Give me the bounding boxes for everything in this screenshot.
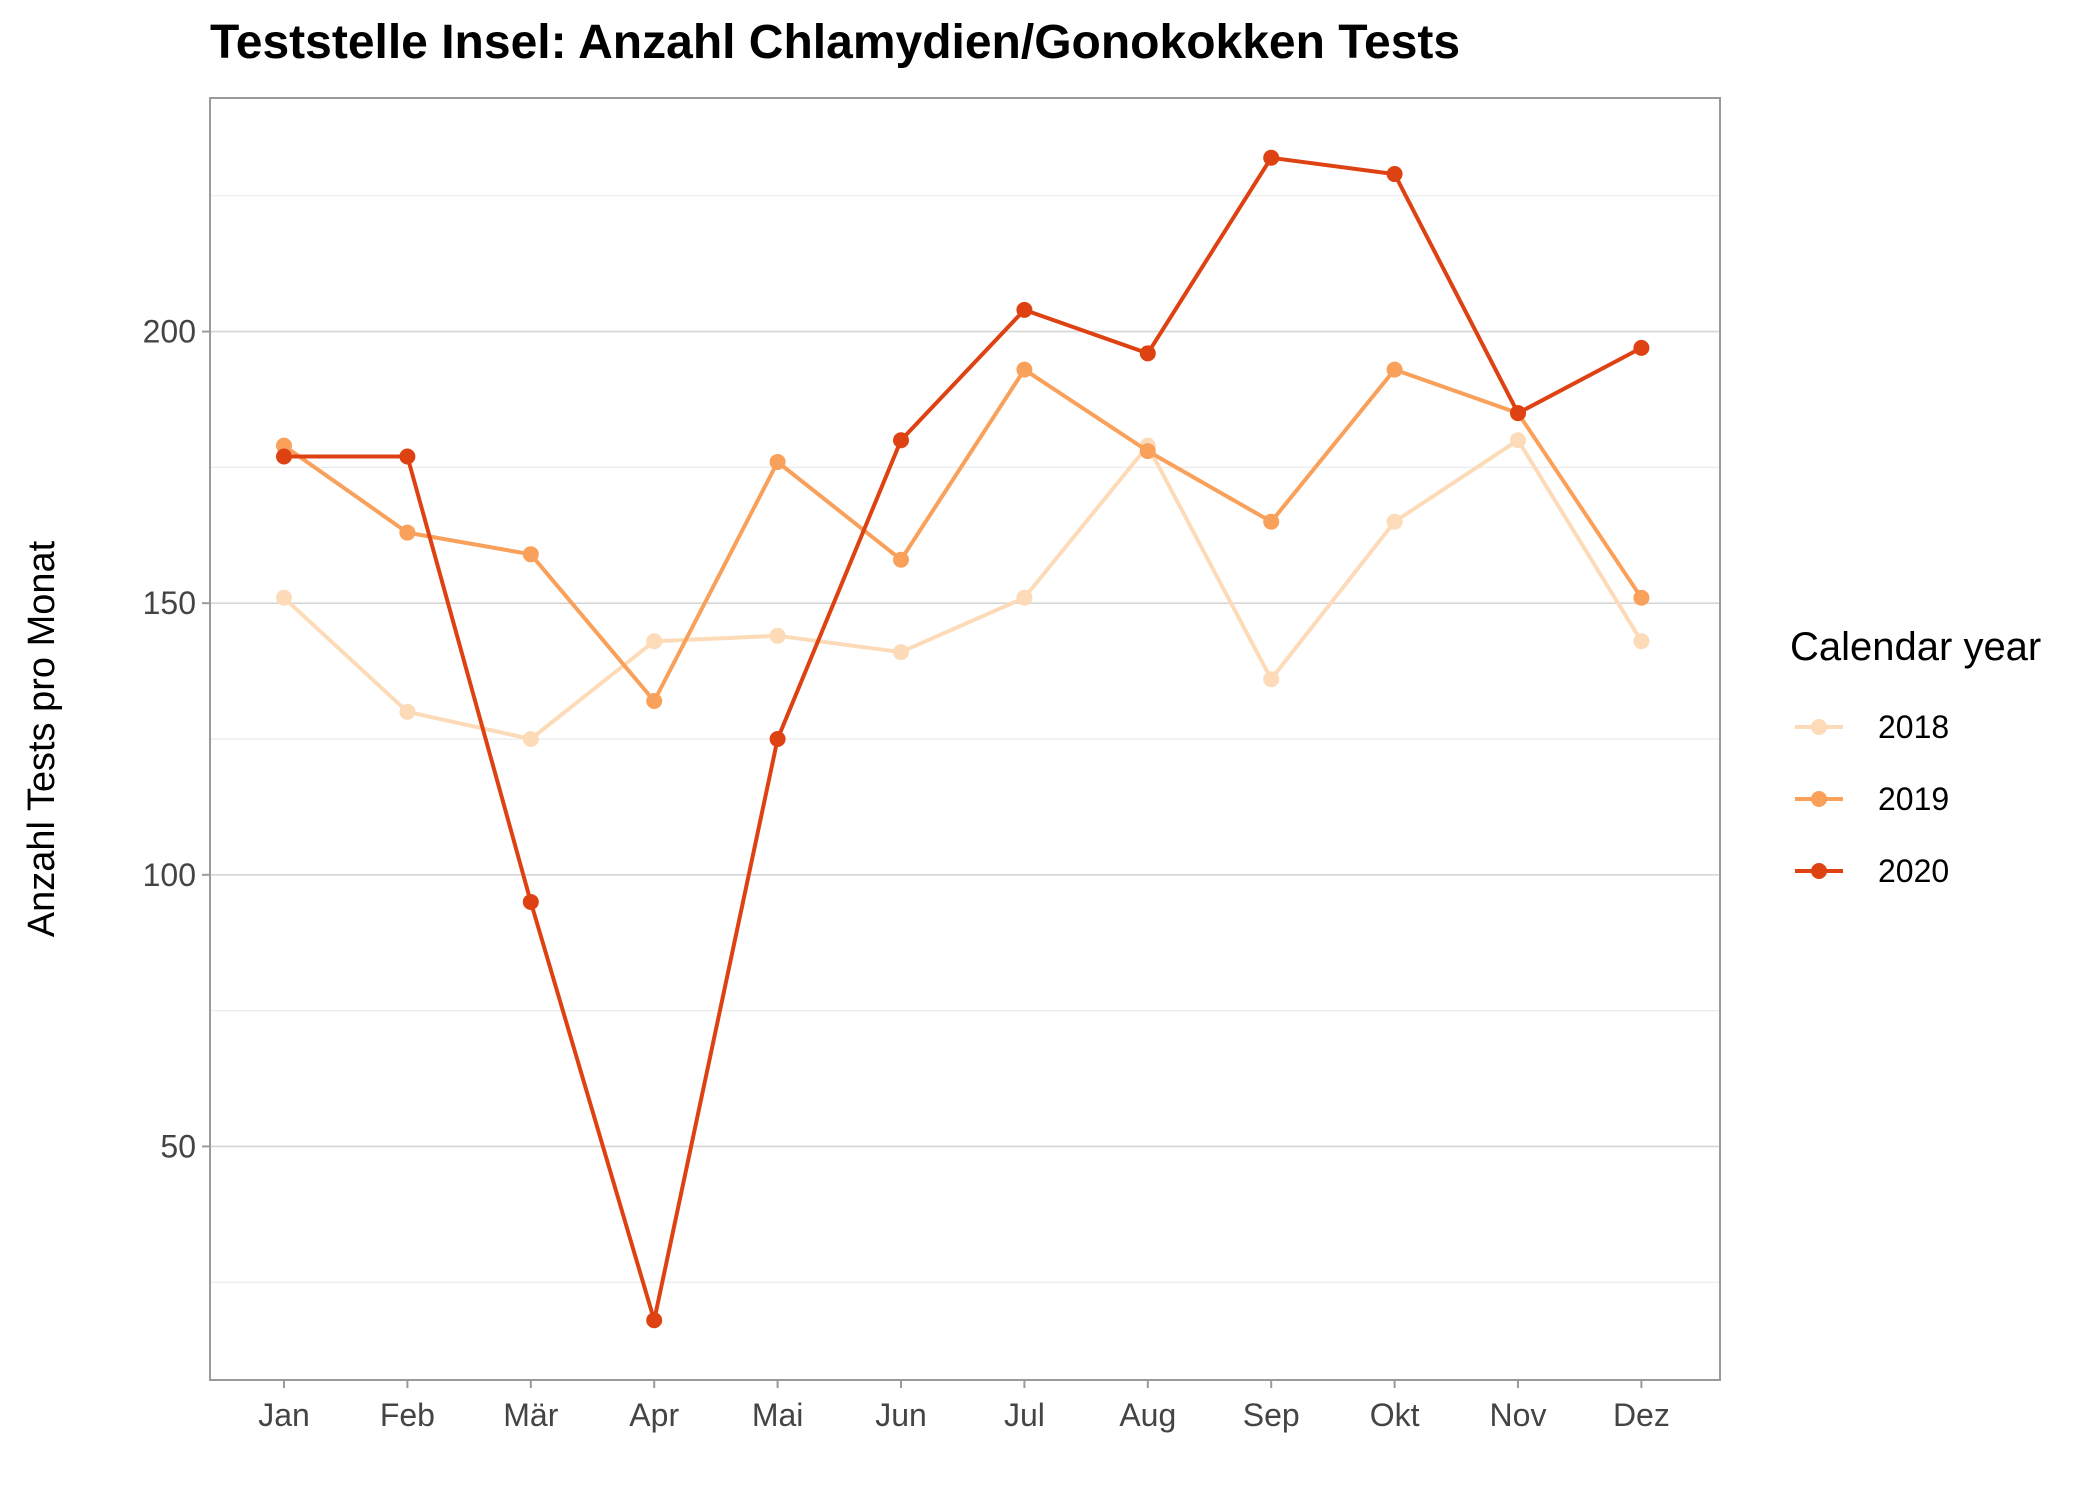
y-tick-label: 50: [160, 1128, 196, 1164]
y-axis: 50 100 150 200: [143, 314, 210, 1164]
data-point: [769, 453, 786, 470]
x-tick-label: Sep: [1243, 1397, 1300, 1433]
x-tick-label: Okt: [1370, 1397, 1420, 1433]
series-2019: [276, 361, 1650, 709]
legend-title: Calendar year: [1790, 625, 2041, 669]
data-point: [1139, 345, 1156, 362]
data-point: [522, 893, 539, 910]
x-tick-label: Nov: [1490, 1397, 1547, 1433]
x-tick-label: Mai: [752, 1397, 804, 1433]
plot-panel: [209, 97, 1721, 1381]
data-point: [1386, 513, 1403, 530]
series-2018: [276, 432, 1650, 747]
x-tick-label: Aug: [1119, 1397, 1176, 1433]
legend-key-point: [1811, 719, 1827, 735]
data-point: [893, 644, 909, 661]
data-point: [1016, 301, 1033, 318]
series-line-2018: [282, 438, 1644, 741]
y-axis-title: Anzahl Tests pro Monat: [21, 540, 63, 937]
data-point: [1386, 166, 1403, 183]
data-point: [893, 551, 909, 568]
gridlines: [210, 195, 1720, 1283]
data-point: [276, 448, 292, 465]
data-point: [1016, 361, 1033, 378]
legend-key-point: [1811, 791, 1827, 807]
data-point: [646, 1312, 663, 1329]
data-point: [1633, 339, 1650, 356]
data-point: [522, 546, 539, 563]
data-point: [646, 633, 663, 650]
legend-item-2019: 2019: [1795, 781, 1949, 817]
data-point: [399, 703, 416, 720]
data-point: [893, 432, 909, 449]
x-axis: Jan Feb Mär Apr Mai Jun Jul Aug Sep Okt Nov Dez: [258, 1380, 1670, 1433]
data-point: [1263, 671, 1280, 688]
data-point: [399, 524, 416, 541]
chart-title: Teststelle Insel: Anzahl Chlamydien/Gono…: [210, 16, 1460, 69]
x-tick-label: Jul: [1004, 1397, 1045, 1433]
series-line-2020: [284, 155, 1643, 1323]
data-point: [1386, 361, 1403, 378]
legend-label: 2020: [1878, 853, 1949, 889]
data-point: [646, 692, 663, 709]
data-point: [399, 448, 416, 465]
x-tick-label: Jun: [875, 1397, 927, 1433]
data-point: [769, 731, 786, 747]
legend-label: 2019: [1878, 781, 1949, 817]
y-tick-label: 200: [143, 314, 196, 350]
data-point: [1510, 405, 1526, 422]
series-2020: [276, 149, 1650, 1329]
data-point: [1139, 443, 1156, 460]
x-tick-label: Dez: [1613, 1397, 1670, 1433]
legend-label: 2018: [1878, 709, 1949, 745]
data-point: [1016, 589, 1033, 606]
x-tick-label: Feb: [380, 1397, 435, 1433]
x-tick-label: Apr: [629, 1397, 679, 1433]
data-point: [276, 589, 292, 606]
data-point: [769, 627, 786, 644]
data-point: [1263, 513, 1280, 530]
x-tick-label: Mär: [503, 1397, 558, 1433]
legend-item-2020: 2020: [1795, 853, 1949, 889]
series-line-2019: [282, 367, 1644, 703]
data-point: [1633, 633, 1650, 650]
legend: Calendar year 2018 2019 2020: [1790, 625, 2041, 889]
data-point: [1263, 149, 1280, 166]
y-tick-label: 100: [143, 857, 196, 893]
x-tick-label: Jan: [258, 1397, 310, 1433]
y-tick-label: 150: [143, 585, 196, 621]
data-point: [1510, 432, 1526, 449]
series-group: [276, 149, 1650, 1329]
legend-item-2018: 2018: [1795, 709, 1949, 745]
data-point: [1633, 589, 1650, 606]
data-point: [522, 731, 539, 747]
legend-key-point: [1811, 863, 1827, 879]
